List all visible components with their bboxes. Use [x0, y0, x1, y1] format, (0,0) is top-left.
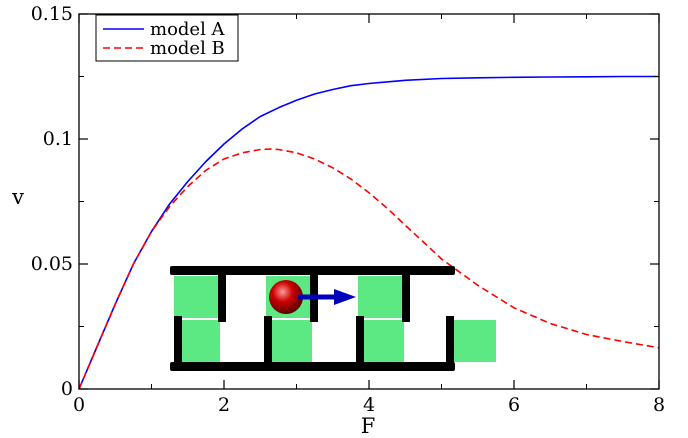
inset-bottom-cell — [450, 320, 496, 362]
x-tick-label: 0 — [73, 394, 85, 416]
inset-bottom-cell — [266, 320, 312, 362]
y-tick-label: 0 — [61, 378, 73, 400]
lattice-inset — [170, 266, 496, 371]
inset-lower-partition — [264, 316, 272, 370]
series-line-model-b — [78, 148, 660, 390]
inset-top-cell — [220, 276, 266, 318]
legend-label-model-b: model B — [150, 38, 225, 59]
inset-bottom-cell — [220, 320, 266, 362]
y-tick-label: 0.1 — [43, 128, 73, 150]
inset-upper-partition — [402, 266, 410, 322]
x-tick-label: 4 — [363, 394, 375, 416]
inset-bottom-cell — [312, 320, 358, 362]
inset-upper-partition — [310, 266, 318, 322]
inset-bottom-cell — [358, 320, 404, 362]
inset-top-cell — [358, 276, 404, 318]
x-tick-label: 2 — [218, 394, 230, 416]
inset-bottom-cell — [404, 320, 450, 362]
x-axis-label: F — [361, 414, 376, 438]
legend-label-model-a: model A — [150, 19, 226, 40]
ticks: 0 2 4 6 8 0 0.05 0.1 0.15 — [31, 3, 665, 416]
series-line-model-a — [78, 75, 659, 390]
particle-ball — [269, 280, 303, 314]
y-tick-label: 0.15 — [31, 3, 73, 25]
legend-box — [95, 14, 239, 62]
inset-lower-partition — [356, 316, 364, 370]
x-tick-label: 8 — [653, 394, 665, 416]
inset-bottom-wall — [170, 362, 455, 371]
inset-lower-partition — [174, 316, 182, 370]
y-axis-label: v — [11, 185, 24, 209]
inset-lower-partition — [446, 316, 454, 370]
series-group — [78, 75, 660, 390]
force-arrow-head — [334, 289, 356, 305]
x-tick-label: 6 — [508, 394, 520, 416]
y-tick-label: 0.05 — [31, 253, 73, 275]
inset-upper-partition — [218, 266, 226, 322]
inset-top-cell — [174, 276, 220, 318]
inset-top-cell — [404, 276, 450, 318]
